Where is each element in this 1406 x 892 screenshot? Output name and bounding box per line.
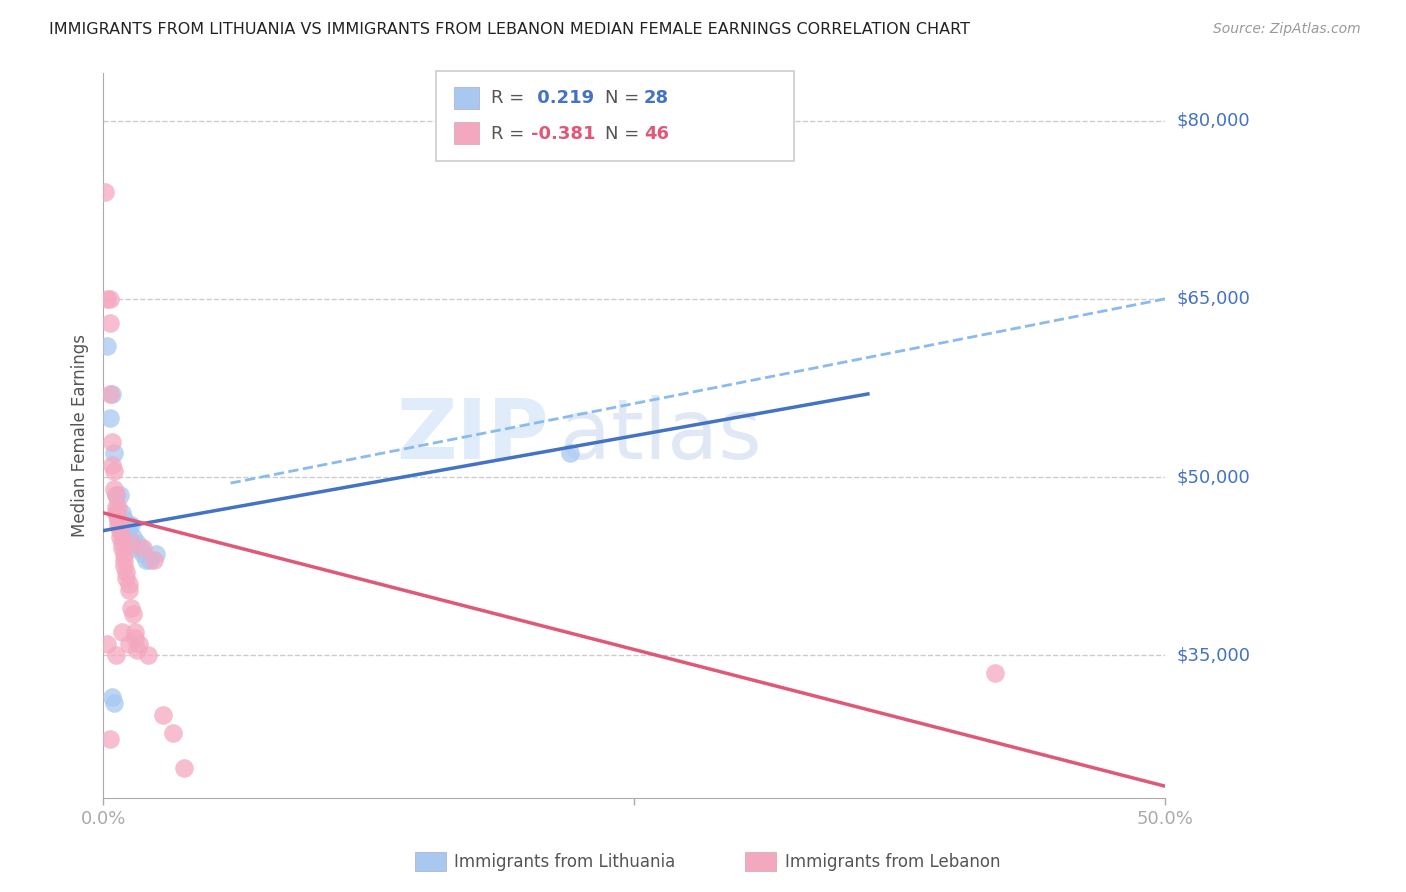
- Text: 28: 28: [644, 89, 669, 107]
- Point: [124, 624, 146, 639]
- Point: [103, 464, 125, 478]
- Text: 0.219: 0.219: [531, 89, 595, 107]
- Point: [98, 292, 121, 306]
- Point: [984, 666, 1007, 681]
- Point: [98, 731, 121, 746]
- Point: [104, 506, 127, 520]
- Point: [124, 631, 146, 645]
- Point: [115, 571, 138, 585]
- Point: [135, 553, 157, 567]
- Point: [127, 535, 149, 549]
- Text: Immigrants from Lebanon: Immigrants from Lebanon: [785, 853, 1000, 871]
- Point: [120, 517, 142, 532]
- Y-axis label: Median Female Earnings: Median Female Earnings: [72, 334, 89, 537]
- Text: ZIP: ZIP: [396, 395, 550, 476]
- Point: [120, 535, 142, 549]
- Point: [122, 530, 145, 544]
- Point: [100, 690, 122, 704]
- Point: [107, 517, 129, 532]
- Text: R =: R =: [491, 125, 530, 143]
- Point: [117, 577, 139, 591]
- Point: [117, 517, 139, 532]
- Text: Source: ZipAtlas.com: Source: ZipAtlas.com: [1213, 22, 1361, 37]
- Text: atlas: atlas: [560, 395, 762, 476]
- Point: [98, 316, 121, 330]
- Point: [115, 535, 138, 549]
- Text: 46: 46: [644, 125, 669, 143]
- Point: [112, 530, 135, 544]
- Point: [104, 506, 127, 520]
- Point: [108, 530, 131, 544]
- Point: [94, 185, 117, 199]
- Point: [100, 434, 122, 449]
- Point: [104, 500, 127, 514]
- Text: R =: R =: [491, 89, 530, 107]
- Point: [127, 642, 149, 657]
- Point: [112, 548, 135, 562]
- Point: [111, 624, 134, 639]
- Point: [108, 524, 131, 538]
- Point: [107, 512, 129, 526]
- Point: [111, 535, 134, 549]
- Point: [96, 637, 118, 651]
- Point: [117, 637, 139, 651]
- Point: [107, 512, 129, 526]
- Point: [111, 541, 134, 556]
- Text: IMMIGRANTS FROM LITHUANIA VS IMMIGRANTS FROM LEBANON MEDIAN FEMALE EARNINGS CORR: IMMIGRANTS FROM LITHUANIA VS IMMIGRANTS …: [49, 22, 970, 37]
- Point: [112, 512, 135, 526]
- Point: [104, 488, 127, 502]
- Point: [122, 607, 145, 621]
- Point: [152, 707, 174, 722]
- Point: [136, 648, 159, 663]
- Point: [120, 601, 142, 615]
- Point: [143, 553, 166, 567]
- Point: [96, 292, 118, 306]
- Text: N =: N =: [605, 125, 644, 143]
- Point: [120, 535, 142, 549]
- Point: [115, 517, 138, 532]
- Point: [98, 410, 121, 425]
- Point: [103, 446, 125, 460]
- Point: [117, 583, 139, 598]
- Point: [173, 761, 195, 775]
- Point: [96, 339, 118, 353]
- Point: [111, 506, 134, 520]
- Point: [560, 446, 582, 460]
- Point: [132, 548, 155, 562]
- Text: Immigrants from Lithuania: Immigrants from Lithuania: [454, 853, 675, 871]
- Point: [139, 553, 162, 567]
- Point: [108, 517, 131, 532]
- Text: $50,000: $50,000: [1177, 468, 1250, 486]
- Point: [124, 541, 146, 556]
- Point: [108, 488, 131, 502]
- Point: [107, 500, 129, 514]
- Point: [128, 637, 150, 651]
- Point: [104, 648, 127, 663]
- Text: -0.381: -0.381: [531, 125, 596, 143]
- Text: $35,000: $35,000: [1177, 647, 1250, 665]
- Point: [111, 524, 134, 538]
- Point: [100, 458, 122, 473]
- Point: [115, 566, 138, 580]
- Text: N =: N =: [605, 89, 644, 107]
- Point: [98, 387, 121, 401]
- Point: [132, 541, 155, 556]
- Text: $65,000: $65,000: [1177, 290, 1250, 308]
- Point: [131, 541, 153, 556]
- Point: [117, 530, 139, 544]
- Point: [112, 553, 135, 567]
- Point: [112, 559, 135, 574]
- Point: [145, 548, 167, 562]
- Point: [100, 387, 122, 401]
- Point: [162, 725, 184, 739]
- Point: [103, 696, 125, 710]
- Point: [103, 482, 125, 496]
- Point: [104, 488, 127, 502]
- Text: $80,000: $80,000: [1177, 112, 1250, 129]
